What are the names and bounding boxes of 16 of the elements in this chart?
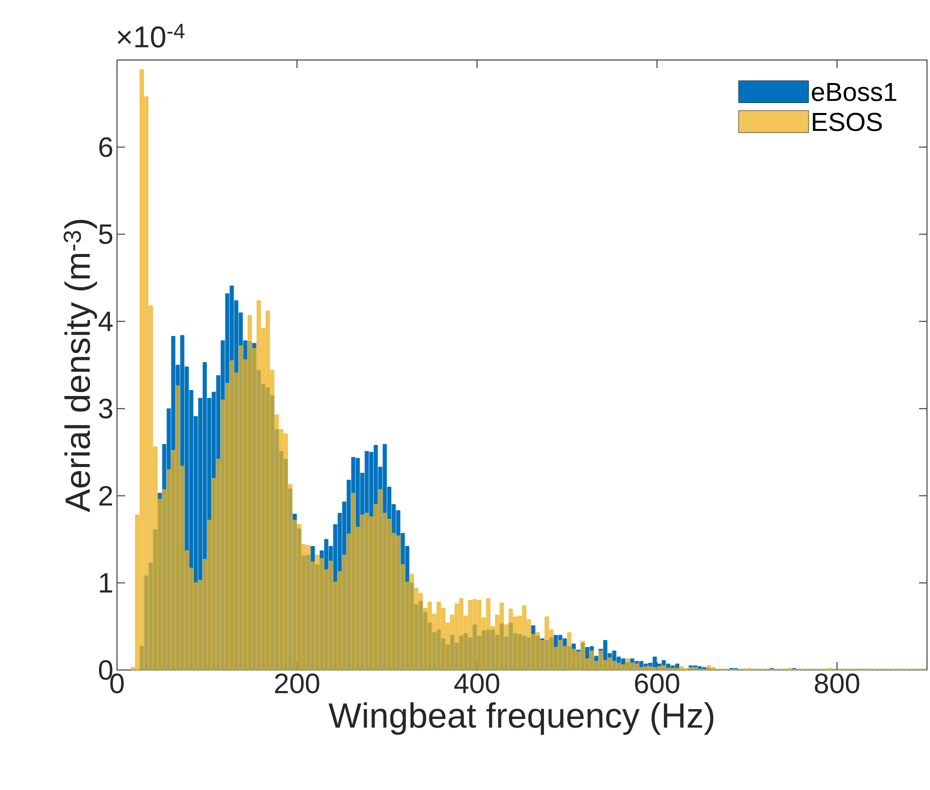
x-axis-title: Wingbeat frequency (Hz) xyxy=(328,702,714,735)
y-tick-label: 4 xyxy=(98,312,113,332)
legend-label: eBoss1 xyxy=(812,83,896,102)
y-tick-label: 1 xyxy=(100,573,112,592)
x-tick-label: 200 xyxy=(275,674,320,694)
x-tick-label: 800 xyxy=(814,674,860,694)
y-tick-label: 6 xyxy=(99,137,112,158)
text: ×10$^{-4}$ xyxy=(118,24,185,48)
y-tick-label: 5 xyxy=(99,224,112,244)
x-tick-label: 600 xyxy=(635,674,680,694)
x-tick-label: 400 xyxy=(454,674,500,694)
y-tick-label: 0 xyxy=(99,660,112,680)
y-axis-title: Aerial density (m$^{-3}$) xyxy=(64,220,98,512)
y-tick-label: 3 xyxy=(98,398,112,418)
y-tick-label: 2 xyxy=(99,486,112,506)
legend-label: ESOS xyxy=(812,112,882,132)
